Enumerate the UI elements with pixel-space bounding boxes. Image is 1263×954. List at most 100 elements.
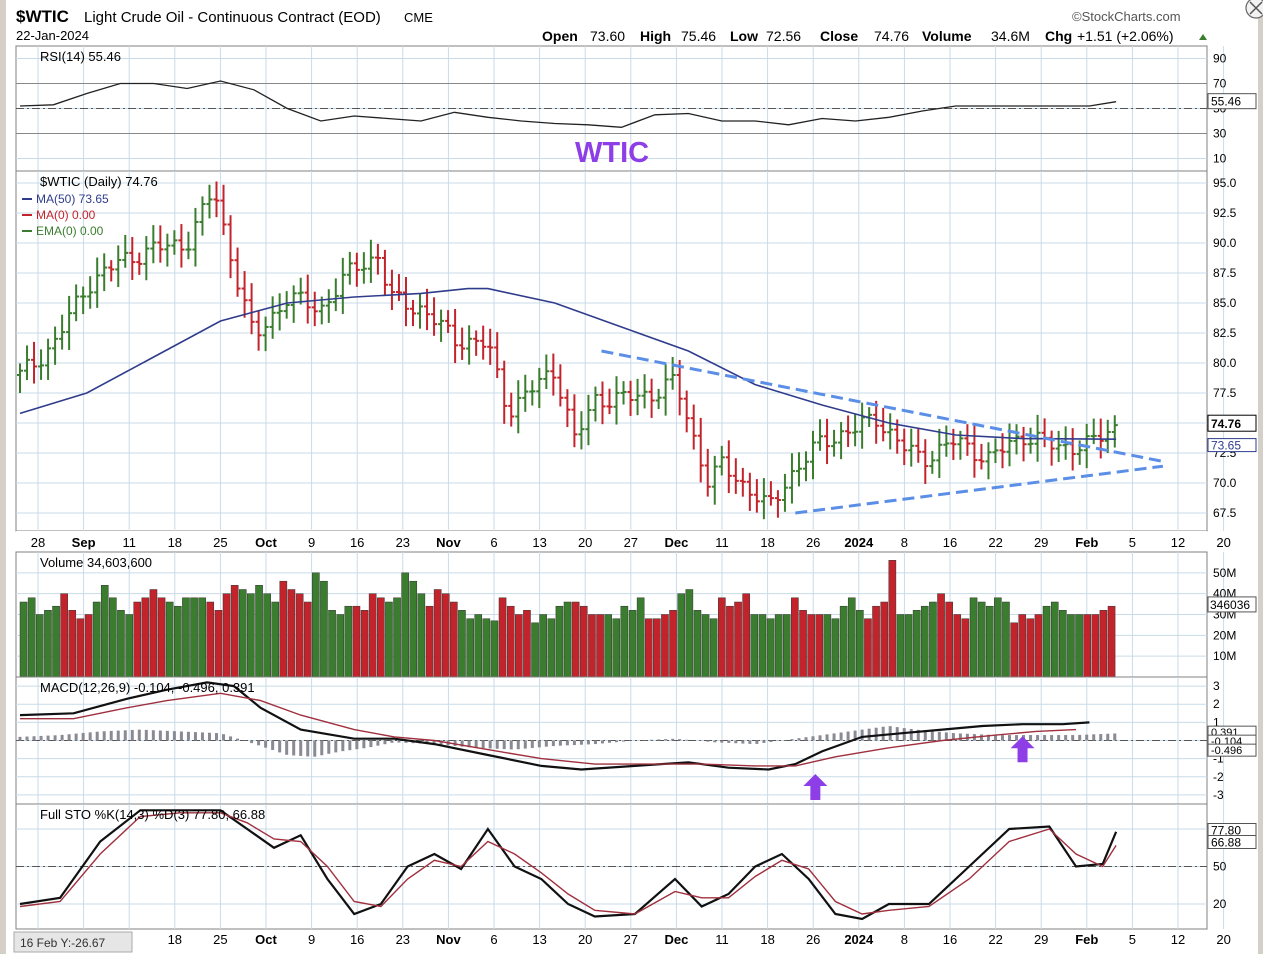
ma50-value-box (1207, 438, 1257, 453)
price-y-tick: 70.0 (1213, 476, 1237, 490)
volume-bar (799, 610, 807, 678)
rsi-value-box (1207, 93, 1257, 110)
volume-bar (693, 610, 702, 678)
x-axis-label: 5 (1129, 535, 1136, 550)
tooltip-text: 16 Feb Y:-26.67 (20, 936, 106, 950)
buy-signal-arrow-icon (1010, 736, 1035, 763)
macd-signal-line (20, 692, 1077, 767)
volume-bar (92, 601, 101, 678)
rsi-title: RSI(14) 55.46 (40, 49, 121, 64)
volume-bar (287, 589, 296, 678)
x-axis-label: 25 (213, 932, 227, 947)
stoch-value-label: 77.80 (1211, 824, 1241, 838)
macd-y-tick: -3 (1213, 788, 1224, 802)
volume-bar (498, 597, 507, 678)
x-axis-label: 8 (901, 932, 908, 947)
volume-bar (718, 597, 726, 678)
x-axis-label: 11 (715, 932, 729, 947)
macd-value-label: -0.496 (1211, 745, 1242, 757)
volume-bar (1075, 614, 1083, 678)
volume-bar (474, 614, 483, 678)
volume-bar (985, 605, 994, 678)
open-value: 73.60 (590, 28, 625, 44)
x-axis-label: 26 (806, 932, 820, 947)
volume-bar (758, 614, 767, 678)
x-axis-label: 18 (168, 932, 182, 947)
volume-bar (782, 614, 791, 678)
volume-bar (490, 620, 499, 678)
macd-value-box (1207, 743, 1257, 757)
volume-bar (547, 618, 556, 678)
x-axis-label: 13 (532, 535, 546, 550)
volume-bar (1018, 614, 1027, 678)
volume-bar (994, 597, 1002, 678)
volume-bar (571, 601, 580, 678)
price-y-tick: 67.5 (1213, 506, 1237, 520)
x-axis-label: Dec (664, 535, 688, 550)
stoch-d-line (19, 812, 1117, 915)
price-y-tick: 80.0 (1213, 356, 1237, 370)
volume-title: Volume 34,603,600 (40, 555, 152, 570)
x-axis-label: 29 (1034, 535, 1048, 550)
volume-bar (539, 614, 547, 678)
price-y-tick: 87.5 (1213, 266, 1237, 280)
volume-bar (1067, 614, 1075, 678)
volume-bar (880, 601, 889, 678)
volume-bar (929, 601, 937, 678)
price-y-tick: 90.0 (1213, 236, 1237, 250)
volume-bar (644, 618, 653, 678)
change-label: Chg (1045, 28, 1072, 44)
x-axis-label: 23 (396, 932, 410, 947)
volume-y-tick: 10M (1213, 649, 1236, 663)
volume-bar (303, 601, 312, 678)
x-axis-label: 11 (122, 535, 136, 550)
upper-trendline (601, 349, 1164, 463)
x-axis-label: 20 (578, 535, 592, 550)
volume-bar (709, 618, 718, 678)
volume-bar (831, 618, 840, 678)
volume-bar (360, 610, 369, 678)
volume-bar (238, 589, 247, 678)
volume-y-tick: 20M (1213, 628, 1236, 642)
stoch-y-tick: 50 (1213, 860, 1227, 874)
volume-bar (401, 572, 409, 678)
change-value: +1.51 (+2.06%) (1077, 28, 1174, 44)
x-axis-label: 8 (901, 535, 908, 550)
volume-bar (888, 560, 897, 678)
x-axis-label: 20 (1216, 535, 1230, 550)
rsi-y-tick: 70 (1213, 77, 1227, 91)
x-axis-label: 9 (308, 535, 315, 550)
volume-bar (393, 597, 401, 678)
volume-bar (847, 597, 856, 678)
ohlc-summary: Open 73.60 High 75.46 Low 72.56 Close 74… (542, 28, 1207, 44)
volume-bar (222, 593, 231, 678)
volume-bar (1091, 614, 1100, 678)
volume-value: 34.6M (991, 28, 1030, 44)
panel-price: 95.092.590.087.585.082.580.077.575.072.5… (15, 170, 1257, 532)
volume-bar (19, 601, 28, 678)
volume-bar (669, 610, 677, 678)
volume-bar (1107, 605, 1116, 678)
x-axis-label: Nov (436, 535, 461, 550)
volume-bar (612, 618, 621, 678)
volume-bar (563, 601, 572, 678)
volume-label: Volume (922, 28, 972, 44)
volume-bar (206, 601, 215, 678)
volume-bar (458, 610, 466, 678)
volume-bar (149, 589, 158, 678)
x-axis-label: 16 (350, 535, 364, 550)
volume-bar (441, 593, 450, 678)
volume-bar (953, 614, 962, 678)
macd-y-tick: -1 (1213, 752, 1224, 766)
volume-bar (52, 605, 60, 678)
x-axis-label: 16 (943, 932, 957, 947)
volume-bar (328, 610, 336, 678)
status-tooltip: 16 Feb Y:-26.67 (13, 931, 133, 953)
symbol-description: Light Crude Oil - Continuous Contract (E… (84, 9, 381, 26)
close-window-button[interactable] (1245, 0, 1263, 19)
volume-bar (604, 614, 612, 678)
x-axis-label: 2024 (844, 932, 874, 947)
x-axis-label: Feb (1075, 535, 1098, 550)
